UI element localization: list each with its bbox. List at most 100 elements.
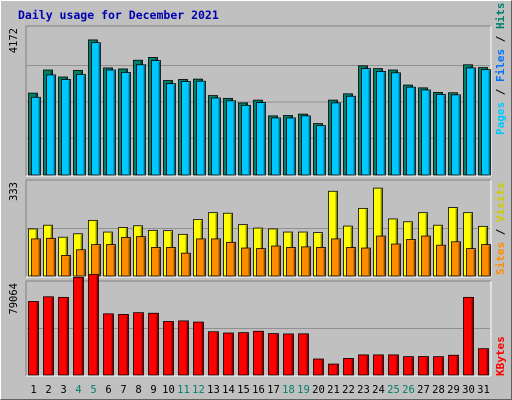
bar-sites-body [421, 235, 431, 277]
bar-files [166, 83, 176, 176]
bar-sites-body [346, 247, 356, 277]
bar-files [331, 102, 341, 176]
bar-kbytes-body [58, 296, 69, 376]
bar-sites [451, 241, 461, 277]
bar-kbytes-body [163, 321, 174, 376]
bar-sites [46, 237, 56, 277]
bar-sites-body [406, 239, 416, 277]
bar-kbytes-body [298, 333, 309, 376]
bar-sites-body [106, 244, 116, 277]
bar-kbytes [373, 354, 384, 376]
bar-files-body [46, 74, 56, 176]
bar-sites-body [166, 247, 176, 277]
bar-sites [271, 245, 281, 277]
legend-top: Pages / Files / Hits [494, 3, 507, 136]
bar-kbytes [223, 332, 234, 376]
bar-sites-body [376, 235, 386, 277]
x-tick-label: 7 [120, 384, 126, 396]
x-tick-label: 9 [150, 384, 156, 396]
x-tick-label: 2 [45, 384, 51, 396]
bar-kbytes [328, 363, 339, 376]
x-tick-label: 22 [342, 384, 355, 396]
bar-files [361, 68, 371, 176]
x-tick-label: 18 [282, 384, 295, 396]
x-tick-label: 5 [90, 384, 96, 396]
bar-files [316, 125, 326, 176]
bar-kbytes-body [238, 332, 249, 376]
panel-kbytes: 79064 [8, 274, 492, 377]
bar-files [181, 81, 191, 176]
bar-files-body [91, 42, 101, 176]
bar-sites-body [466, 248, 476, 277]
bar-kbytes-body [208, 331, 219, 376]
bar-kbytes-body [448, 354, 459, 376]
bar-kbytes-body [313, 358, 324, 376]
legend-separator: / [494, 35, 507, 42]
bar-sites-body [451, 241, 461, 277]
bar-sites [166, 247, 176, 277]
bar-sites-body [61, 255, 71, 277]
bar-kbytes-body [73, 276, 84, 376]
bar-files [121, 72, 131, 176]
bar-files [46, 74, 56, 176]
bar-files [211, 97, 221, 176]
bar-files [481, 69, 491, 176]
bar-files-body [376, 71, 386, 176]
axis-max-label: 4172 [8, 28, 20, 53]
bar-files-body [406, 86, 416, 176]
bar-sites [76, 249, 86, 277]
bar-kbytes [193, 321, 204, 376]
bar-sites [466, 248, 476, 277]
bar-sites [361, 247, 371, 277]
legend-files: Files [494, 49, 507, 82]
bar-kbytes-body [373, 354, 384, 376]
bar-kbytes-body [178, 320, 189, 376]
bar-kbytes-body [88, 274, 99, 376]
bar-files [271, 117, 281, 176]
bar-sites-body [241, 247, 251, 277]
bar-kbytes [433, 356, 444, 376]
x-tick-label: 11 [177, 384, 190, 396]
panel-visits-sites: 333 [8, 179, 492, 278]
bar-files [76, 74, 86, 176]
bar-files-body [361, 68, 371, 176]
bar-sites [61, 255, 71, 277]
bar-kbytes [238, 332, 249, 376]
bar-files-body [286, 117, 296, 176]
bar-kbytes-body [403, 356, 414, 376]
bar-sites-body [136, 236, 146, 277]
bar-kbytes [28, 301, 39, 376]
bar-sites-body [256, 248, 266, 277]
legend-separator: / [494, 228, 507, 235]
bar-sites [136, 236, 146, 277]
bar-files [346, 95, 356, 176]
bar-kbytes [148, 312, 159, 376]
bar-files-body [211, 97, 221, 176]
bar-sites-body [196, 238, 206, 277]
bar-sites [301, 246, 311, 277]
bar-files-body [436, 94, 446, 176]
bar-kbytes-body [43, 296, 54, 376]
bar-files-body [31, 96, 41, 176]
bar-files-body [76, 74, 86, 176]
bar-kbytes-body [133, 312, 144, 376]
bar-kbytes [418, 356, 429, 376]
bar-files-body [391, 72, 401, 176]
bar-kbytes-body [343, 358, 354, 376]
bar-sites [31, 238, 41, 277]
bar-sites [91, 244, 101, 277]
x-tick-label: 19 [297, 384, 310, 396]
bar-kbytes-body [268, 333, 279, 376]
bar-files-body [331, 102, 341, 176]
x-tick-label: 1 [30, 384, 36, 396]
x-tick-label: 3 [60, 384, 66, 396]
bar-kbytes-body [418, 356, 429, 376]
bar-kbytes [43, 296, 54, 376]
bar-sites [286, 247, 296, 277]
bar-files [436, 94, 446, 176]
bar-kbytes-body [28, 301, 39, 376]
bar-files [196, 80, 206, 176]
bar-sites [376, 235, 386, 277]
x-tick-label: 13 [207, 384, 220, 396]
bar-kbytes-body [103, 313, 114, 376]
